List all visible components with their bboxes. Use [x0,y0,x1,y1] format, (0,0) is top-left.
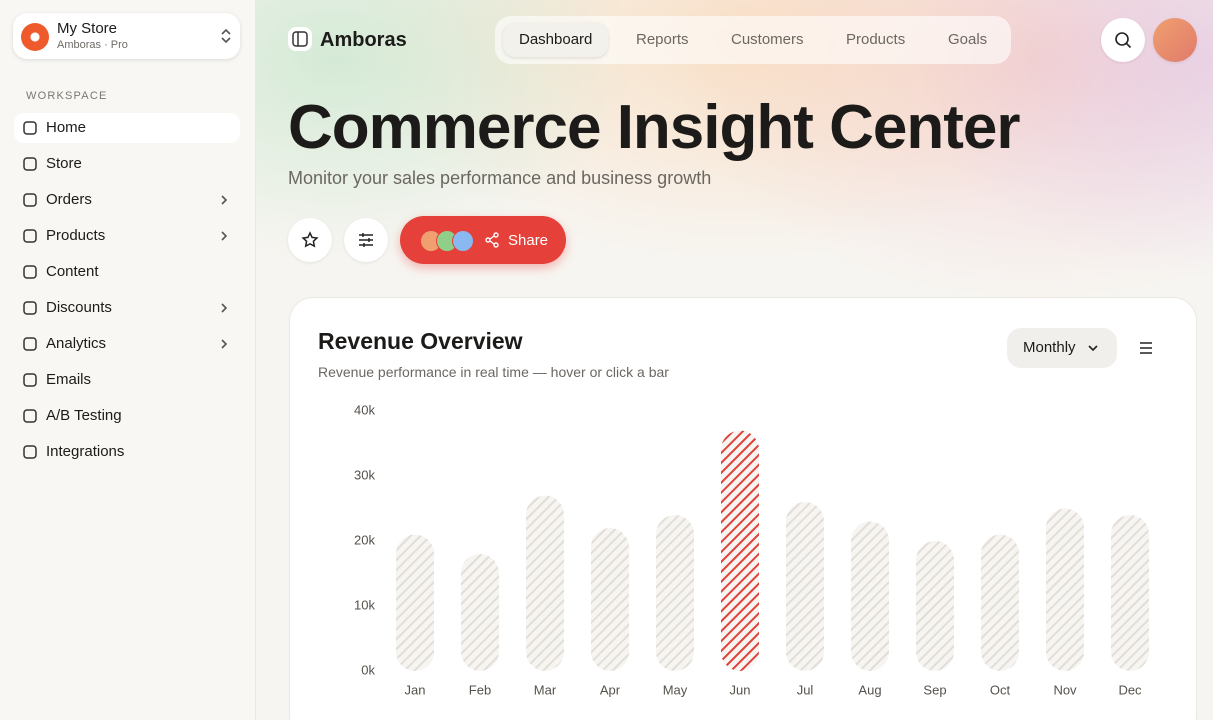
nav-item[interactable]: Products [14,221,240,251]
tab[interactable]: Dashboard [503,23,609,57]
nav-item[interactable]: Discounts [14,293,240,323]
x-tick-label: Jul [797,682,814,697]
share-label: Share [508,232,549,249]
tab[interactable]: Products [846,31,906,48]
y-tick-label: 20k [354,532,375,547]
x-tick-label: Jun [730,682,751,697]
nav-label: Content [46,263,99,280]
x-tick-label: May [663,682,688,697]
bar [786,502,824,671]
store-switcher[interactable]: My Store Amboras · Pro [13,13,240,59]
y-tick-label: 30k [354,467,375,482]
bar [721,430,759,671]
y-tick-label: 40k [354,402,375,417]
card-title: Revenue Overview [318,328,523,354]
bar [851,521,889,671]
tab[interactable]: Goals [948,31,988,48]
nav-item[interactable]: Orders [14,185,240,215]
y-tick-label: 10k [354,597,375,612]
filter-button[interactable] [344,218,388,262]
nav-label: Discounts [46,299,112,316]
x-tick-label: Mar [534,682,557,697]
bar [656,515,694,671]
chart: 0k 10k 20k 30k 40k Jan Feb Mar Apr May Jun Jul Aug Se… [354,402,1149,697]
bar [981,534,1019,671]
avatar[interactable] [1153,18,1197,62]
x-tick-label: Jan [405,682,426,697]
x-tick-label: Sep [923,682,946,697]
chart-card: Revenue Overview Revenue performance in … [289,297,1197,720]
store-name: My Store [57,20,118,37]
nav-label: Analytics [46,335,107,352]
nav-item[interactable]: Analytics [14,329,240,359]
bar [526,495,564,671]
x-tick-label: Apr [600,682,621,697]
nav-item[interactable]: Home [14,113,240,143]
nav-item[interactable]: Content [14,257,240,287]
nav-label: Products [46,227,106,244]
tab[interactable]: Reports [636,31,689,48]
nav-item[interactable]: Integrations [14,437,240,467]
card-subtitle: Revenue performance in real time — hover… [318,364,669,380]
nav-label: Home [46,119,87,136]
brand: Amboras [288,27,407,52]
bar [1046,508,1084,671]
tab[interactable]: Customers [731,31,804,48]
x-tick-label: Dec [1118,682,1142,697]
page-subtitle: Monitor your sales performance and busin… [288,168,712,188]
bar [461,554,499,671]
nav-label: A/B Testing [46,407,122,424]
period-label: Monthly [1023,339,1076,356]
page-title: Commerce Insight Center [288,93,1021,162]
share-button[interactable]: Share [400,216,566,264]
bar [1111,515,1149,671]
sidebar: My Store Amboras · Pro WORKSPACE Home Sto… [0,0,256,720]
bar [916,541,954,671]
nav-label: Orders [46,191,92,208]
tab-bar: Dashboard Reports Customers Products Goa… [495,16,1011,64]
x-tick-label: Aug [858,682,881,697]
nav-item[interactable]: Store [14,149,240,179]
section-label: WORKSPACE [26,90,108,102]
bar [591,528,629,671]
favorite-button[interactable] [288,218,332,262]
nav-label: Store [46,155,82,172]
nav-label: Integrations [46,443,125,460]
nav-label: Emails [46,371,92,388]
nav-item[interactable]: A/B Testing [14,401,240,431]
x-tick-label: Oct [990,682,1011,697]
x-tick-label: Nov [1053,682,1077,697]
x-tick-label: Feb [469,682,491,697]
period-select[interactable]: Monthly [1007,328,1117,368]
store-plan: Amboras · Pro [57,39,128,51]
search-button[interactable] [1101,18,1145,62]
menu-button[interactable] [1138,340,1154,356]
y-tick-label: 0k [361,662,375,677]
brand-name: Amboras [320,29,407,51]
bar [396,534,434,671]
nav-item[interactable]: Emails [14,365,240,395]
